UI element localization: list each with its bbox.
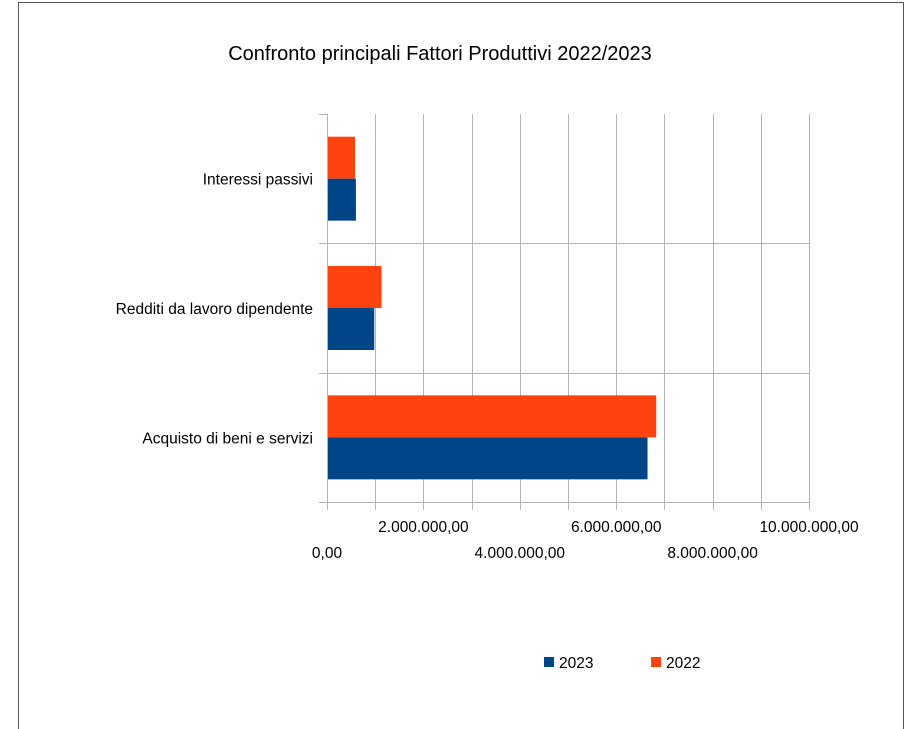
bar-2022 (328, 136, 355, 179)
bar-2023 (328, 178, 356, 221)
legend-swatch-2022 (651, 657, 661, 667)
legend: 2023 2022 (544, 655, 700, 672)
x-tick-label: 0,00 (312, 545, 343, 562)
chart-frame (18, 2, 904, 729)
category-label: Redditi da lavoro dipendente (116, 301, 313, 318)
bar-2022 (328, 395, 657, 438)
bar-2023 (328, 308, 375, 350)
x-tick-label: 2.000.000,00 (378, 519, 469, 536)
category-label: Acquisto di beni e servizi (142, 430, 313, 447)
x-tick-label: 6.000.000,00 (571, 519, 662, 536)
x-tick-label: 4.000.000,00 (475, 545, 566, 562)
legend-label-2023: 2023 (559, 655, 593, 672)
category-label: Interessi passivi (203, 172, 313, 189)
x-tick-label: 10.000.000,00 (759, 519, 859, 536)
bar-2023 (328, 437, 648, 480)
legend-label-2022: 2022 (666, 655, 700, 672)
bar-2022 (328, 266, 382, 308)
plot-area: Acquisto di beni e servizi Redditi da lav… (116, 114, 859, 562)
chart-title: Confronto principali Fattori Produttivi … (228, 43, 652, 65)
legend-swatch-2023 (544, 657, 554, 667)
x-tick-label: 8.000.000,00 (667, 545, 758, 562)
